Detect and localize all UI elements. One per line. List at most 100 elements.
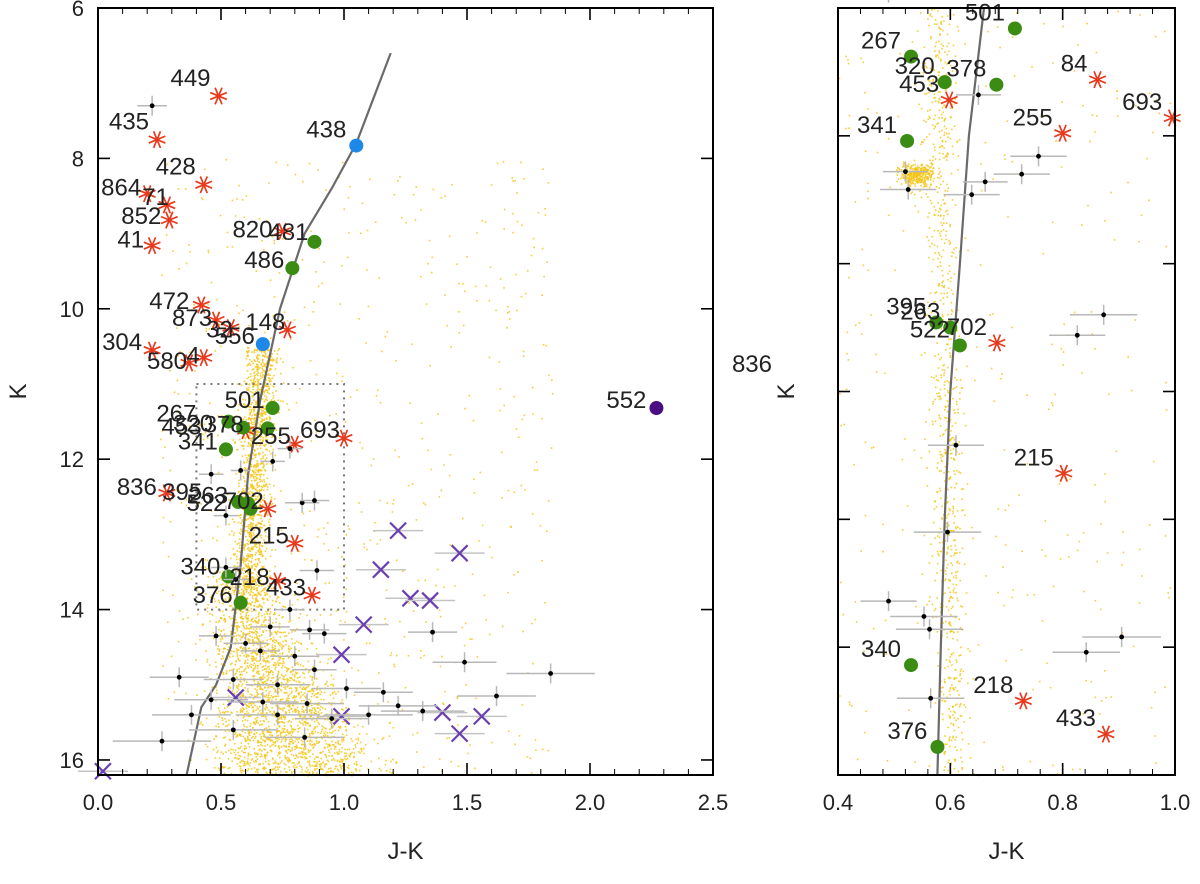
field-star	[257, 742, 259, 744]
field-star	[244, 752, 246, 754]
field-star	[263, 363, 265, 365]
field-star	[377, 390, 379, 392]
field-star	[313, 689, 315, 691]
field-star	[240, 710, 242, 712]
field-star	[936, 597, 938, 599]
field-star	[261, 615, 263, 617]
point-label: 820	[232, 216, 272, 243]
field-star	[240, 735, 242, 737]
field-star	[297, 763, 299, 765]
field-star	[296, 747, 298, 749]
field-star	[246, 656, 248, 658]
field-star	[424, 580, 426, 582]
field-star	[280, 358, 282, 360]
data-point	[150, 103, 155, 108]
field-star	[251, 656, 253, 658]
field-star	[321, 699, 323, 701]
field-star	[244, 703, 246, 705]
field-star	[363, 753, 365, 755]
field-star	[219, 710, 221, 712]
field-star	[222, 723, 224, 725]
field-star	[320, 768, 322, 770]
field-star	[254, 662, 256, 664]
field-star	[266, 712, 268, 714]
field-star	[242, 611, 244, 613]
field-star	[277, 661, 279, 663]
field-star	[268, 760, 270, 762]
field-star	[298, 692, 300, 694]
field-star	[316, 693, 318, 695]
field-star	[249, 414, 251, 416]
field-star	[261, 481, 263, 483]
field-star	[316, 726, 318, 728]
field-star	[260, 470, 262, 472]
field-star	[327, 685, 329, 687]
field-star	[178, 393, 180, 395]
field-star	[250, 376, 252, 378]
field-star	[290, 750, 292, 752]
field-star	[325, 728, 327, 730]
field-star	[1033, 594, 1035, 596]
field-star	[288, 621, 290, 623]
x-tick-label: 0.5	[206, 790, 237, 815]
field-star	[263, 763, 265, 765]
field-star	[334, 759, 336, 761]
field-star	[314, 768, 316, 770]
field-star	[481, 220, 483, 222]
field-star	[205, 744, 207, 746]
field-star	[343, 738, 345, 740]
field-star	[244, 485, 246, 487]
field-star	[251, 658, 253, 660]
field-star	[389, 722, 391, 724]
field-star	[253, 380, 255, 382]
field-star	[938, 211, 940, 213]
field-star	[439, 496, 441, 498]
field-star	[430, 365, 432, 367]
field-star	[358, 751, 360, 753]
field-star	[244, 761, 246, 763]
field-star	[235, 541, 237, 543]
field-star	[275, 668, 277, 670]
field-star	[269, 734, 271, 736]
field-star	[246, 613, 248, 615]
field-star	[353, 748, 355, 750]
field-star	[229, 739, 231, 741]
field-star	[269, 484, 271, 486]
field-star	[263, 748, 265, 750]
field-star	[273, 386, 275, 388]
field-star	[266, 356, 268, 358]
field-star	[345, 707, 347, 709]
field-star	[951, 608, 953, 610]
field-star	[259, 734, 261, 736]
field-star	[959, 398, 961, 400]
field-star	[262, 369, 264, 371]
field-star	[261, 715, 263, 717]
field-star	[964, 564, 966, 566]
field-star	[211, 282, 213, 284]
field-star	[259, 628, 261, 630]
field-star	[225, 725, 227, 727]
data-point	[260, 700, 265, 705]
field-star	[282, 709, 284, 711]
field-star	[168, 556, 170, 558]
field-star	[248, 417, 250, 419]
field-star	[311, 677, 313, 679]
series-purple-dot	[649, 401, 663, 415]
field-star	[269, 711, 271, 713]
field-star	[335, 766, 337, 768]
field-star	[272, 503, 274, 505]
field-star	[943, 20, 945, 22]
field-star	[245, 438, 247, 440]
field-star	[274, 662, 276, 664]
field-star	[306, 771, 308, 773]
field-star	[474, 492, 476, 494]
field-star	[247, 459, 249, 461]
field-star	[259, 605, 261, 607]
field-star	[251, 653, 253, 655]
field-star	[236, 559, 238, 561]
field-star	[1154, 735, 1156, 737]
field-star	[938, 367, 940, 369]
data-point	[243, 641, 248, 646]
field-star	[277, 728, 279, 730]
field-star	[256, 653, 258, 655]
